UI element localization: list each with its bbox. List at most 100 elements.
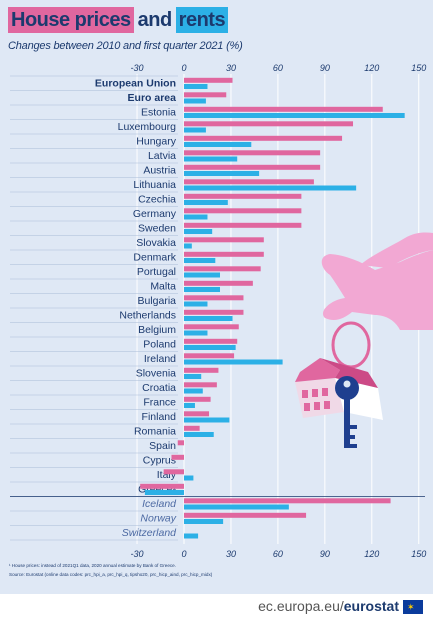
- house-price-bar: [184, 411, 210, 417]
- house-price-bar: [184, 396, 211, 402]
- chart-title: House prices and rents: [8, 7, 229, 33]
- title-and: and: [137, 9, 173, 31]
- rent-bar: [184, 229, 213, 234]
- top-tick-label: -30: [131, 63, 144, 73]
- house-price-bar: [184, 164, 321, 170]
- category-label: Euro area: [128, 92, 177, 104]
- rent-bar: [184, 127, 206, 133]
- rent-bar: [144, 490, 184, 495]
- rent-bar: [184, 417, 230, 423]
- house-price-bar: [184, 106, 383, 112]
- house-keychain: [295, 358, 383, 420]
- rent-bar: [184, 98, 206, 104]
- category-label: Spain: [149, 440, 176, 452]
- footer-brand: eurostat: [343, 598, 399, 614]
- category-label: Finland: [142, 411, 177, 423]
- category-label: Sweden: [138, 223, 176, 235]
- house-price-bar: [184, 353, 235, 359]
- bottom-tick-label: -30: [131, 549, 144, 559]
- thumb-shape: [360, 232, 433, 268]
- bottom-tick-label: 120: [364, 549, 379, 559]
- footer: ec.europa.eu/eurostat ✶: [0, 594, 433, 619]
- bottom-axis-ticks: -30 0 30 60 90 120 150: [131, 549, 427, 559]
- house-price-bar: [171, 454, 184, 460]
- rent-bar: [184, 301, 208, 307]
- house-price-bar: [184, 179, 314, 185]
- rent-bar: [184, 403, 195, 408]
- category-label: Slovakia: [136, 237, 176, 249]
- house-price-bar: [184, 309, 244, 315]
- title-rents: rents: [175, 7, 229, 33]
- rent-bar: [184, 504, 289, 510]
- house-price-bar: [184, 237, 264, 243]
- rent-bar: [184, 142, 252, 147]
- house-price-bar: [184, 193, 302, 199]
- top-tick-label: 60: [273, 63, 283, 73]
- category-label: Luxembourg: [118, 121, 177, 133]
- category-label: Ireland: [144, 353, 176, 365]
- rent-bar: [184, 272, 220, 278]
- category-label: European Union: [95, 78, 176, 90]
- house-price-bar: [184, 512, 307, 518]
- footnote-greece: ¹ House prices: instead of 2021Q1 data, …: [9, 563, 177, 568]
- category-label: Poland: [143, 339, 176, 351]
- house-price-bar: [184, 121, 354, 127]
- house-price-bar: [184, 208, 302, 214]
- category-label: Croatia: [142, 382, 176, 394]
- rent-bar: [184, 316, 233, 321]
- category-label: Czechia: [138, 194, 176, 206]
- house-price-bar: [177, 440, 184, 446]
- footnote-source: Source: Eurostat (online data codes: prc…: [9, 572, 213, 577]
- category-label: Iceland: [142, 498, 177, 510]
- house-price-bar: [163, 469, 184, 475]
- category-label: Slovenia: [136, 368, 176, 380]
- house-price-bar: [184, 324, 239, 330]
- category-label: Switzerland: [122, 527, 177, 539]
- footer-text: ec.europa.eu/eurostat: [258, 598, 399, 614]
- category-label: Portugal: [137, 266, 176, 278]
- bottom-tick-label: 30: [226, 549, 236, 559]
- house-price-bar: [184, 338, 238, 344]
- rent-bar: [184, 388, 203, 394]
- category-label: Germany: [133, 208, 177, 220]
- rent-bar: [184, 84, 208, 89]
- top-tick-label: 120: [364, 63, 379, 73]
- hand-with-house-keychain-illustration: [295, 232, 433, 448]
- key-icon: [335, 376, 359, 448]
- category-label: Belgium: [138, 324, 176, 336]
- house-price-bar: [184, 266, 261, 272]
- top-axis-ticks: -30 0 30 60 90 120 150: [131, 63, 427, 73]
- category-label: France: [143, 397, 176, 409]
- top-tick-label: 150: [411, 63, 426, 73]
- chart-subtitle: Changes between 2010 and first quarter 2…: [8, 40, 243, 52]
- category-label: Netherlands: [119, 310, 176, 322]
- rent-bar: [184, 432, 214, 437]
- house-price-bar: [184, 135, 343, 141]
- rent-bar: [184, 519, 224, 524]
- house-price-bar: [184, 92, 227, 98]
- category-label: Cyprus: [143, 455, 176, 467]
- house-price-bar: [184, 382, 217, 388]
- house-price-bar: [184, 150, 321, 156]
- rent-bar: [184, 287, 220, 292]
- house-price-bar: [184, 77, 233, 83]
- rent-bar: [184, 374, 202, 379]
- bottom-tick-label: 60: [273, 549, 283, 559]
- rent-bar: [184, 475, 194, 481]
- rent-bar: [184, 359, 283, 365]
- top-tick-label: 30: [226, 63, 236, 73]
- hand-shape: [321, 250, 433, 330]
- rent-bar: [184, 533, 199, 539]
- key-ring: [331, 321, 371, 369]
- category-label: Denmark: [133, 252, 176, 264]
- footer-site: ec.europa.eu/: [258, 598, 344, 614]
- category-label: Lithuania: [133, 179, 176, 191]
- bars: [140, 77, 405, 539]
- top-tick-label: 90: [320, 63, 330, 73]
- category-label: Bulgaria: [137, 295, 176, 307]
- category-label: Hungary: [136, 136, 176, 148]
- top-tick-label: 0: [181, 63, 186, 73]
- rent-bar: [184, 171, 260, 176]
- rent-bar: [184, 345, 236, 350]
- house-price-bar: [184, 425, 200, 431]
